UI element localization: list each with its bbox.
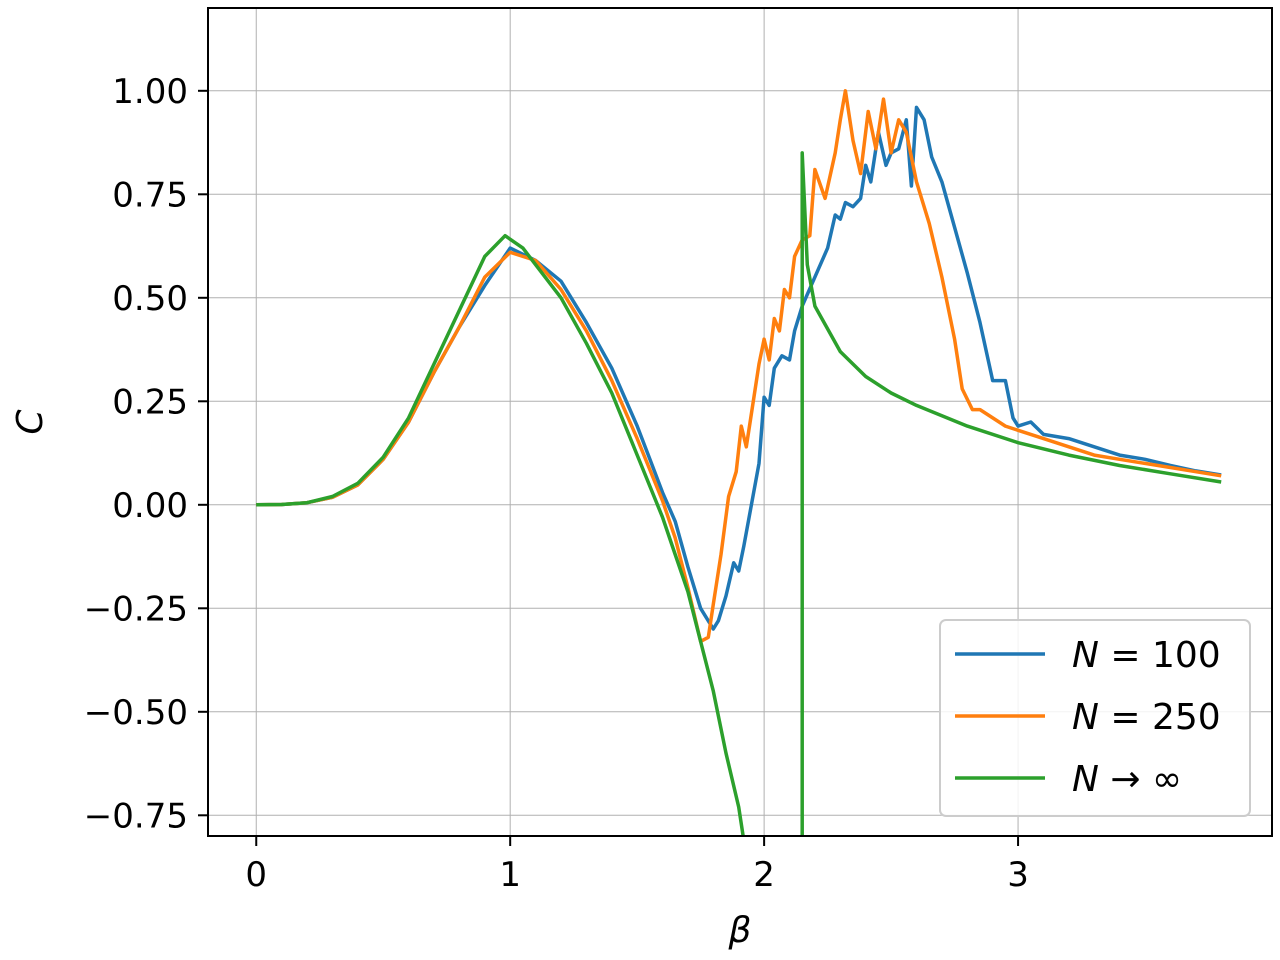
legend-var: N — [1072, 759, 1099, 800]
legend-box — [939, 619, 1251, 817]
y-axis-label: C — [10, 409, 51, 435]
y-tick-label: 0.00 — [112, 486, 188, 526]
series-line-3 — [256, 151, 1222, 836]
legend-var: N — [1072, 635, 1099, 676]
x-tick-label: 2 — [753, 855, 775, 895]
series-line-2 — [256, 89, 1222, 644]
legend-label-2: N = 250 — [1072, 697, 1221, 738]
y-tick-label: 1.00 — [112, 72, 188, 112]
x-axis-label: β — [728, 910, 752, 951]
legend-rel: = 250 — [1099, 697, 1221, 738]
y-tick-label: −0.75 — [84, 796, 188, 836]
series-layer — [256, 89, 1222, 836]
ticks: 0 1 2 3 1.00 0.75 0.50 0.25 0.00 −0.25 −0.50 −0.75 — [84, 72, 1029, 895]
legend-rel: → ∞ — [1099, 759, 1182, 800]
y-tick-label: 0.25 — [112, 382, 188, 422]
y-tick-label: 0.75 — [112, 175, 188, 215]
y-tick-label: −0.50 — [84, 693, 188, 733]
legend-rel: = 100 — [1099, 635, 1221, 676]
x-tick-label: 1 — [499, 855, 521, 895]
x-tick-label: 0 — [245, 855, 267, 895]
y-tick-label: 0.50 — [112, 279, 188, 319]
legend-label-3: N → ∞ — [1072, 759, 1182, 800]
legend-label-1: N = 100 — [1072, 635, 1221, 676]
plot-frame — [207, 7, 1273, 837]
legend-var: N — [1072, 697, 1099, 738]
y-tick-label: −0.25 — [84, 589, 188, 629]
x-tick-label: 3 — [1007, 855, 1029, 895]
